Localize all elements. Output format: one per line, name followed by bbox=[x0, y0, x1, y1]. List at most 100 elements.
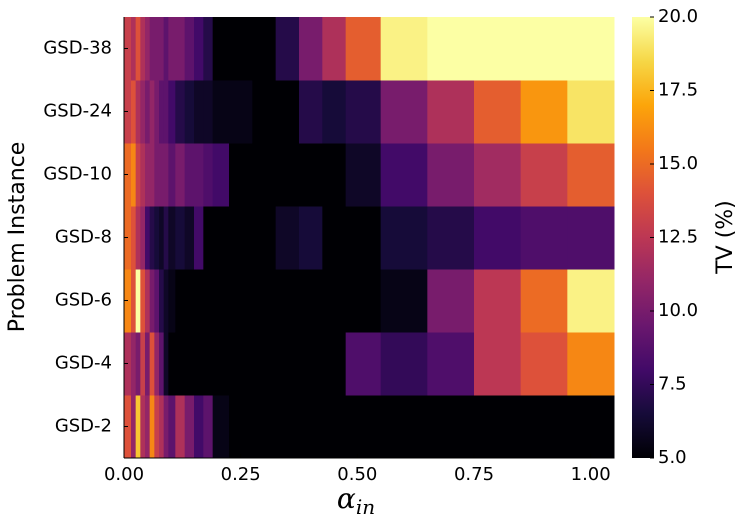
heat-cell bbox=[149, 332, 155, 396]
heat-cell bbox=[380, 80, 428, 144]
heat-cell bbox=[474, 17, 522, 81]
heat-cell bbox=[229, 143, 253, 207]
heat-cell bbox=[322, 143, 347, 207]
heat-cell bbox=[567, 269, 615, 333]
heat-cell bbox=[159, 17, 165, 81]
heat-cell bbox=[168, 206, 176, 270]
heat-cell bbox=[145, 332, 151, 396]
x-tick-label: 0.50 bbox=[337, 464, 377, 485]
heat-cell bbox=[168, 17, 176, 81]
heat-cell bbox=[567, 395, 615, 459]
heat-cell bbox=[203, 395, 214, 459]
heat-cell bbox=[175, 269, 186, 333]
heat-cell bbox=[163, 17, 169, 81]
heat-cell bbox=[474, 80, 522, 144]
heat-cell bbox=[380, 143, 428, 207]
heat-cell bbox=[194, 206, 204, 270]
heat-cell bbox=[427, 395, 475, 459]
y-tick-label: GSD-10 bbox=[43, 164, 112, 185]
heat-cell bbox=[175, 206, 186, 270]
heat-cell bbox=[322, 206, 347, 270]
heat-cell bbox=[229, 17, 253, 81]
heat-cell bbox=[322, 269, 347, 333]
heat-cell bbox=[194, 269, 204, 333]
heat-cell bbox=[203, 332, 214, 396]
heat-cell bbox=[135, 80, 141, 144]
heat-cell bbox=[212, 332, 230, 396]
heat-cell bbox=[149, 269, 155, 333]
heat-cell bbox=[140, 80, 146, 144]
heat-cell bbox=[275, 80, 300, 144]
heat-cell bbox=[212, 269, 230, 333]
heat-cell bbox=[275, 332, 300, 396]
heat-cell bbox=[474, 332, 522, 396]
heat-cell bbox=[149, 395, 155, 459]
heat-cell bbox=[380, 332, 428, 396]
heat-cell bbox=[135, 395, 141, 459]
heat-cell bbox=[175, 80, 186, 144]
heat-cell bbox=[159, 269, 165, 333]
heat-cell bbox=[159, 80, 165, 144]
heat-cell bbox=[299, 80, 323, 144]
heat-cell bbox=[159, 395, 165, 459]
heat-cell bbox=[520, 269, 568, 333]
heat-cell bbox=[159, 143, 165, 207]
heat-cell bbox=[145, 143, 151, 207]
heat-cell bbox=[140, 395, 146, 459]
heat-cell bbox=[135, 269, 141, 333]
heat-cell bbox=[140, 269, 146, 333]
heat-cell bbox=[252, 80, 277, 144]
heat-cell bbox=[203, 143, 214, 207]
heat-cell bbox=[154, 332, 160, 396]
heat-cell bbox=[275, 206, 300, 270]
heat-cell bbox=[229, 395, 253, 459]
heat-cell bbox=[212, 143, 230, 207]
heat-cell bbox=[345, 269, 382, 333]
heat-cell bbox=[252, 143, 277, 207]
heat-cell bbox=[145, 395, 151, 459]
heat-cell bbox=[145, 269, 151, 333]
heat-cell bbox=[163, 206, 169, 270]
heat-cell bbox=[184, 332, 195, 396]
heat-cell bbox=[212, 17, 230, 81]
heat-cell bbox=[520, 17, 568, 81]
colorbar-tick-label: 5.0 bbox=[658, 447, 687, 468]
x-axis-label: αin bbox=[337, 482, 375, 519]
heat-cell bbox=[168, 395, 176, 459]
x-label-symbol: α bbox=[337, 482, 356, 515]
colorbar-tick-label: 12.5 bbox=[658, 227, 698, 248]
heat-cell bbox=[140, 206, 146, 270]
heat-cell bbox=[567, 206, 615, 270]
heat-cell bbox=[194, 332, 204, 396]
heat-cell bbox=[380, 269, 428, 333]
heat-cell bbox=[135, 17, 141, 81]
x-tick-label: 0.75 bbox=[454, 464, 494, 485]
heat-cell bbox=[163, 269, 169, 333]
heat-cell bbox=[567, 17, 615, 81]
heat-cell bbox=[299, 206, 323, 270]
x-tick-label: 0.00 bbox=[104, 464, 144, 485]
heat-cell bbox=[131, 80, 137, 144]
heat-cell bbox=[194, 80, 204, 144]
heat-cell bbox=[427, 143, 475, 207]
heat-cell bbox=[163, 332, 169, 396]
heat-cell bbox=[168, 332, 176, 396]
heat-cell bbox=[145, 206, 151, 270]
heat-cell bbox=[203, 17, 214, 81]
heat-cell bbox=[184, 143, 195, 207]
heat-cell bbox=[380, 17, 428, 81]
heat-cell bbox=[474, 269, 522, 333]
x-tick-label: 1.00 bbox=[571, 464, 611, 485]
heat-cell bbox=[229, 269, 253, 333]
heat-cell bbox=[345, 395, 382, 459]
heat-cell bbox=[345, 17, 382, 81]
heat-cell bbox=[184, 269, 195, 333]
heat-cell bbox=[140, 143, 146, 207]
heat-cell bbox=[203, 206, 214, 270]
x-label-subscript: in bbox=[356, 495, 375, 519]
heat-cell bbox=[163, 80, 169, 144]
heat-cell bbox=[427, 332, 475, 396]
heat-cell bbox=[184, 80, 195, 144]
heat-cell bbox=[154, 80, 160, 144]
heat-cell bbox=[149, 143, 155, 207]
